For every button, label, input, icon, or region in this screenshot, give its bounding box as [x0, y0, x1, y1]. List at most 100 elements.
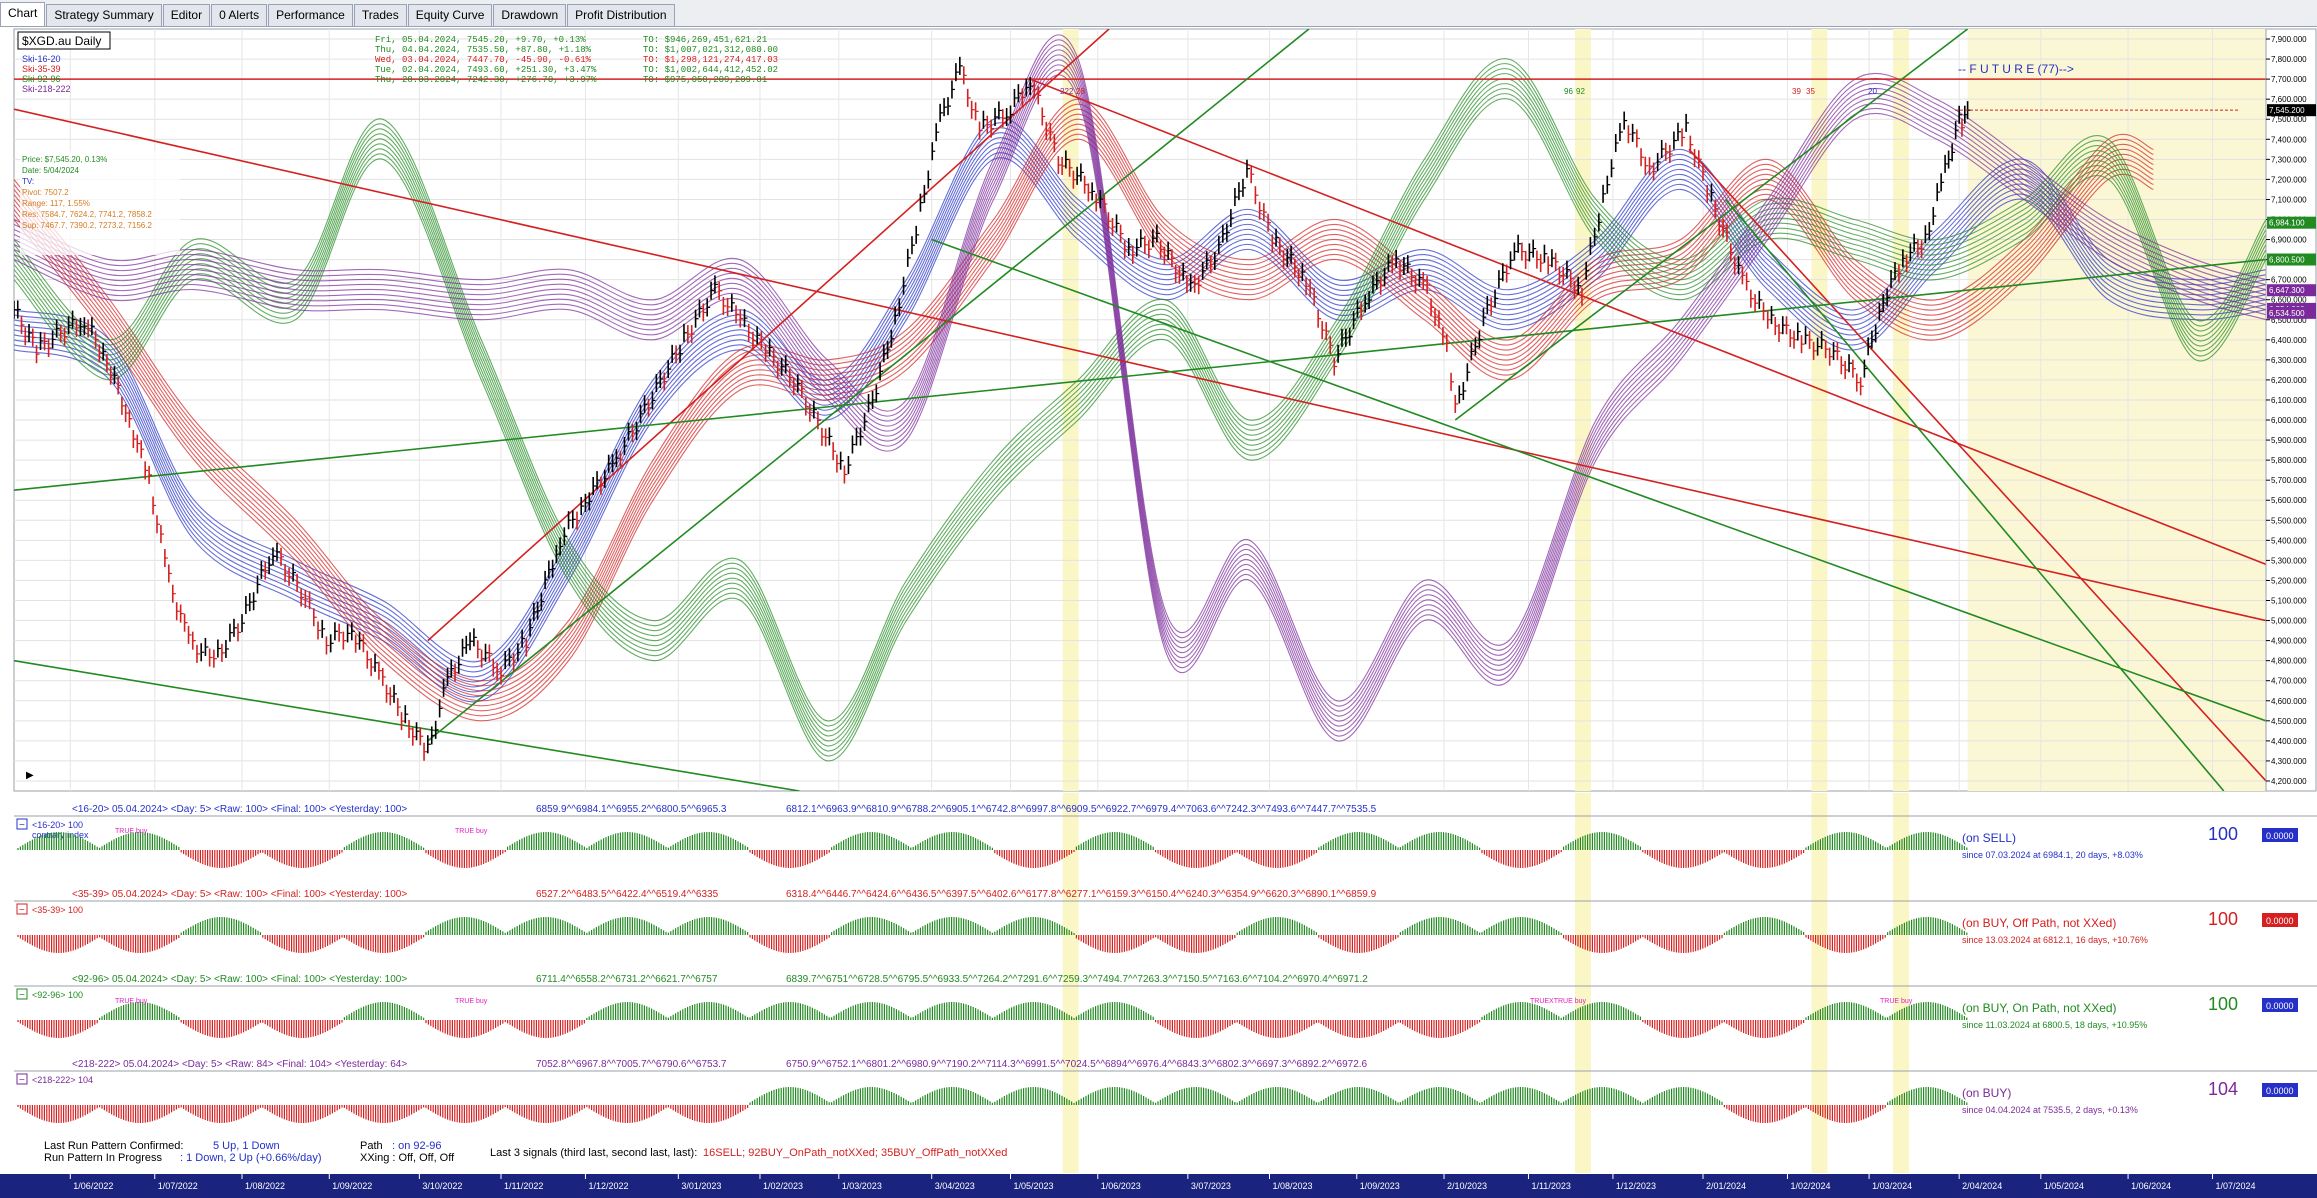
- price-tag-label: 6,800.500: [2269, 256, 2305, 265]
- trendlines: [14, 29, 2266, 791]
- ski-legend: Ski-16-20 Ski-35-39 Ski-92-96 Ski-218-22…: [22, 54, 71, 94]
- indicator-values-2: 6839.7^^6751^^6728.5^^6795.5^^6933.5^^72…: [786, 974, 1368, 985]
- path-value: : on 92-96: [392, 1140, 442, 1152]
- trendline[interactable]: [427, 29, 1110, 642]
- y-tick-label: 6,000.000: [2271, 416, 2307, 425]
- x-tick-label: 1/07/2022: [158, 1181, 198, 1191]
- x-tick-label: 1/03/2024: [1872, 1181, 1912, 1191]
- y-tick-label: 6,200.000: [2271, 376, 2307, 385]
- price-tag: [2267, 306, 2316, 319]
- y-tick-label: 7,800.000: [2271, 55, 2307, 64]
- highlight-band-lower: [1893, 793, 1910, 1173]
- y-tick-label: 5,600.000: [2271, 496, 2307, 505]
- collapse-button[interactable]: [16, 988, 28, 1000]
- future-zone: [1967, 29, 2266, 791]
- tab-trades[interactable]: Trades: [353, 4, 407, 26]
- highlight-band: [1893, 29, 1910, 791]
- indicator-values: 6859.9^^6984.1^^6955.2^^6800.5^^6965.3: [536, 804, 727, 815]
- price-axis: 7,900.000 7,800.000 7,700.000 7,600.000 7,50…: [2265, 28, 2317, 792]
- y-tick-label: 5,300.000: [2271, 556, 2307, 565]
- highlight-band-lower: [1811, 793, 1828, 1173]
- collapse-icon[interactable]: −: [19, 1075, 25, 1086]
- collapse-button[interactable]: [16, 1073, 28, 1085]
- tab-0-alerts[interactable]: 0 Alerts: [211, 4, 268, 26]
- info-range: Range: 117, 1.55%: [22, 199, 90, 208]
- trendline[interactable]: [1724, 198, 2225, 791]
- tab-profit-distribution[interactable]: Profit Distribution: [567, 4, 675, 26]
- ohlc-line: Thu, 04.04.2024, 7535.50, +87.80, +1.18%: [375, 45, 592, 55]
- band-marker: 20: [1868, 87, 1877, 96]
- x-tick-label: 3/01/2023: [681, 1181, 721, 1191]
- true-buy-mark: TRUE buy: [115, 828, 148, 835]
- turnover-line: TO: $975,050,209,209.81: [643, 75, 767, 85]
- tab-bar: Chart Strategy Summary Editor 0 Alerts Perfo…: [0, 0, 2317, 27]
- ski-band-strand: [14, 64, 2266, 732]
- play-icon[interactable]: ▶: [26, 770, 34, 781]
- collapse-icon[interactable]: −: [19, 905, 25, 916]
- trendline[interactable]: [427, 29, 1310, 742]
- y-tick-label: 7,900.000: [2271, 35, 2307, 44]
- ski-band-strand: [14, 157, 2266, 703]
- ski-band-strand: [14, 83, 2266, 747]
- collapse-button[interactable]: [16, 903, 28, 915]
- trendline[interactable]: [1029, 78, 2266, 566]
- tab-equity-curve[interactable]: Equity Curve: [407, 4, 493, 26]
- y-tick-label: 7,700.000: [2271, 75, 2307, 84]
- future-label: -- F U T U R E (77)-->: [1958, 62, 2074, 76]
- indicator-value: 104: [2208, 1079, 2238, 1099]
- tab-chart[interactable]: Chart: [0, 2, 46, 26]
- info-price: Price: $7,545.20, 0.13%: [22, 155, 107, 164]
- price-info-box: Price: $7,545.20, 0.13% Date: 5/04/2024 …: [20, 151, 180, 255]
- ski-band-ski-16-20: [14, 117, 2266, 703]
- tab-editor[interactable]: Editor: [162, 4, 211, 26]
- x-tick-label: 1/07/2024: [2216, 1181, 2256, 1191]
- tab-drawdown[interactable]: Drawdown: [493, 4, 567, 26]
- trendline[interactable]: [1454, 29, 1969, 421]
- ohlc-line: Fri, 05.04.2024, 7545.20, +9.70, +0.13%: [375, 35, 586, 45]
- trendline[interactable]: [14, 108, 2266, 622]
- symbol-box[interactable]: [17, 31, 111, 50]
- ski-band-strand: [14, 34, 2266, 702]
- indicator-value-box-text: 0.0000: [2266, 1001, 2294, 1011]
- histogram: [17, 917, 1968, 953]
- chart-workspace[interactable]: 222 28 96 92 39 35 20 -- F U T U R E (77…: [0, 26, 2317, 1198]
- trendline[interactable]: [1688, 148, 2266, 782]
- indicator-value: 100: [2208, 824, 2238, 844]
- y-tick-label: 6,100.000: [2271, 396, 2307, 405]
- highlight-band-lower: [1574, 793, 1591, 1173]
- band-marker: 96: [1564, 87, 1573, 96]
- ski-band-strand: [14, 113, 2154, 697]
- collapse-button[interactable]: [16, 818, 28, 830]
- trendline[interactable]: [14, 258, 2266, 492]
- trendline[interactable]: [931, 238, 2266, 722]
- tab-strategy-summary[interactable]: Strategy Summary: [46, 4, 162, 26]
- price-tag: [2267, 253, 2316, 266]
- ski-band-strand: [14, 123, 2154, 707]
- ski-band-strand: [14, 78, 2266, 742]
- x-tick-label: 1/09/2023: [1360, 1181, 1400, 1191]
- indicator-status: (on BUY): [1962, 1086, 2011, 1100]
- price-tag: [2267, 104, 2316, 117]
- price-tag-label: 6,534.500: [2269, 309, 2305, 318]
- trendline[interactable]: [14, 659, 800, 791]
- y-tick-label: 5,100.000: [2271, 597, 2307, 606]
- tab-performance[interactable]: Performance: [268, 4, 353, 26]
- y-tick-label: 6,700.000: [2271, 276, 2307, 285]
- y-tick-label: 4,400.000: [2271, 737, 2307, 746]
- price-bars: [14, 56, 1971, 761]
- indicator-header: <35-39> 05.04.2024> <Day: 5> <Raw: 100> …: [72, 889, 407, 900]
- ski-band-strand: [14, 138, 2154, 722]
- confirmed-value: 5 Up, 1 Down: [213, 1140, 280, 1152]
- indicator-value: 100: [2208, 994, 2238, 1014]
- highlight-band: [1062, 29, 1079, 791]
- collapse-icon[interactable]: −: [19, 990, 25, 1001]
- true-buy-mark: TRUE buy: [1880, 998, 1913, 1005]
- indicator-value: 100: [2208, 909, 2238, 929]
- price-panel[interactable]: 222 28 96 92 39 35 20 -- F U T U R E (77…: [13, 28, 2267, 792]
- ski-band-strand: [14, 49, 2266, 717]
- x-tick-label: 1/09/2022: [332, 1181, 372, 1191]
- collapse-icon[interactable]: −: [19, 820, 25, 831]
- histogram: [17, 1002, 1968, 1038]
- info-box-bg: [20, 151, 180, 255]
- progress-label: Run Pattern In Progress: [44, 1152, 163, 1164]
